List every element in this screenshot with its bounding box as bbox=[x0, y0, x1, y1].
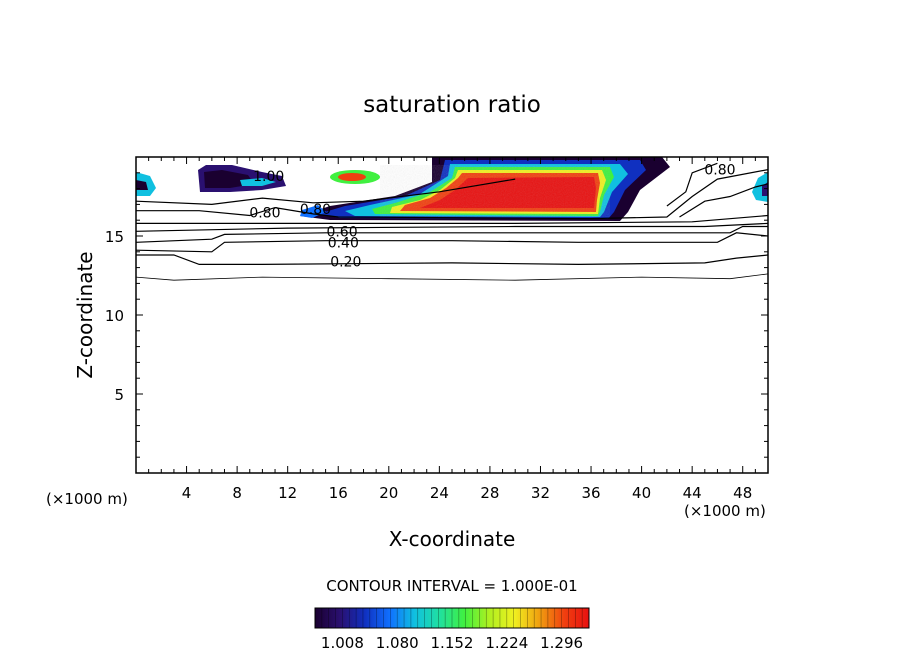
contour-label: 0.80 bbox=[300, 202, 331, 218]
x-tick-label: 36 bbox=[581, 484, 600, 502]
y-axis-label: Z-coordinate bbox=[73, 251, 97, 378]
x-tick-label: 28 bbox=[480, 484, 499, 502]
fill-edge-left-2 bbox=[136, 180, 148, 190]
contour-lines bbox=[136, 162, 768, 281]
x-tick-label: 20 bbox=[379, 484, 398, 502]
y-tick-label: 10 bbox=[105, 307, 124, 325]
colorbar-gradient bbox=[314, 607, 590, 629]
y-tick-label: 5 bbox=[114, 386, 124, 404]
y-tick-label: 15 bbox=[105, 228, 124, 246]
plot-area: 1.000.80 0.800.600.400.200.80 4 8 12 16 20 24 2… bbox=[105, 156, 769, 502]
colorbar-tick-label: 1.296 bbox=[540, 634, 583, 652]
colorbar-tick-label: 1.008 bbox=[321, 634, 364, 652]
x-tick-label: 40 bbox=[632, 484, 651, 502]
colorbar: 1.008 1.080 1.152 1.224 1.296 bbox=[314, 607, 590, 652]
fill-blob-left-3 bbox=[240, 178, 276, 186]
contour-line bbox=[136, 214, 768, 224]
contour-interval: CONTOUR INTERVAL = 1.000E-01 bbox=[326, 577, 577, 595]
contour-label: 1.00 bbox=[253, 169, 284, 185]
chart-title: saturation ratio bbox=[363, 92, 541, 118]
contour-labels: 1.00 0.80 0.80 0.600.40 0.20 0.80 bbox=[249, 163, 735, 271]
colorbar-tick-label: 1.080 bbox=[376, 634, 419, 652]
x-tick-label: 44 bbox=[683, 484, 702, 502]
x-tick-label: 8 bbox=[232, 484, 242, 502]
contour-line bbox=[136, 222, 768, 232]
x-tick-label: 48 bbox=[733, 484, 752, 502]
x-axis-label: X-coordinate bbox=[389, 527, 516, 551]
contour-line bbox=[136, 169, 768, 220]
x-axis: 4 8 12 16 20 24 28 32 36 40 44 48 bbox=[135, 157, 769, 502]
contour-line bbox=[136, 273, 768, 281]
saturation-fill-layer bbox=[136, 157, 768, 221]
x-tick-label: 24 bbox=[430, 484, 449, 502]
contour-line bbox=[136, 178, 516, 206]
x-tick-label: 32 bbox=[531, 484, 550, 502]
x-tick-label: 12 bbox=[278, 484, 297, 502]
x-tick-label: 16 bbox=[329, 484, 348, 502]
fill-texture bbox=[380, 165, 610, 217]
fill-core-2 bbox=[338, 173, 366, 181]
contour-line bbox=[136, 232, 768, 253]
x-tick-label: 4 bbox=[182, 484, 192, 502]
x-unit-right: (×1000 m) bbox=[684, 502, 766, 520]
contour-line bbox=[679, 183, 768, 218]
contour-label: 0.40 bbox=[328, 235, 359, 251]
contour-label: 0.80 bbox=[704, 163, 735, 179]
contour-label: 0.20 bbox=[330, 254, 361, 270]
colorbar-labels: 1.008 1.080 1.152 1.224 1.296 bbox=[321, 634, 583, 652]
colorbar-ticks bbox=[321, 608, 583, 628]
contour-line bbox=[136, 225, 768, 243]
x-unit-left: (×1000 m) bbox=[46, 490, 128, 508]
colorbar-tick-label: 1.224 bbox=[485, 634, 528, 652]
y-axis: 5 10 15 bbox=[105, 156, 768, 474]
contour-line bbox=[136, 254, 768, 266]
contour-label: 0.80 bbox=[249, 205, 280, 221]
contour-line bbox=[666, 162, 718, 207]
contour-label: 0.60 bbox=[326, 224, 357, 240]
colorbar-tick-label: 1.152 bbox=[431, 634, 474, 652]
